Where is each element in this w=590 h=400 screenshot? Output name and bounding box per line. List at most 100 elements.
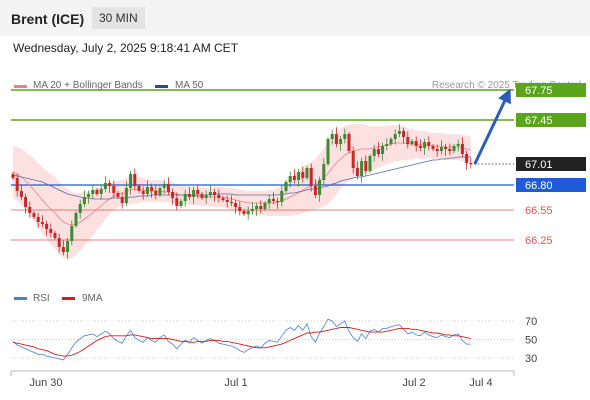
- candle-body: [452, 146, 456, 151]
- candle-body: [57, 238, 61, 247]
- candle-body: [70, 226, 74, 241]
- candle-body: [368, 156, 372, 171]
- candle-body: [339, 139, 343, 144]
- candle-body: [267, 199, 271, 203]
- candle-body: [305, 168, 309, 178]
- candle-body: [116, 193, 120, 197]
- candle-body: [154, 191, 158, 195]
- candle-body: [465, 154, 469, 163]
- candle-body: [78, 204, 82, 213]
- candle-body: [280, 191, 284, 202]
- candle-body: [309, 168, 313, 186]
- header-bar: Brent (ICE) 30 MIN: [0, 0, 590, 36]
- candle-body: [74, 213, 78, 226]
- candle-body: [141, 191, 145, 194]
- candle-body: [61, 247, 65, 252]
- candle-body: [456, 144, 460, 146]
- datetime-label: Wednesday, July 2, 2025 9:18:41 AM CET: [13, 41, 239, 55]
- candle-body: [297, 172, 301, 180]
- candle-body: [381, 146, 385, 154]
- candle-body: [99, 189, 103, 194]
- candle-body: [19, 191, 23, 197]
- candle-body: [360, 161, 364, 176]
- legend-ma50: MA 50: [175, 80, 204, 91]
- candle-body: [175, 198, 179, 206]
- ma50-swatch: [155, 85, 168, 88]
- candle-body: [11, 174, 15, 178]
- ma20-line: [12, 142, 471, 226]
- candle-body: [406, 137, 410, 144]
- candle-body: [351, 151, 355, 168]
- candle-body: [435, 149, 439, 151]
- candle-body: [238, 207, 242, 211]
- candle-body: [288, 176, 292, 182]
- candle-body: [414, 141, 418, 146]
- candle-body: [133, 174, 137, 186]
- rsi-ma9-line: [12, 327, 471, 357]
- rsi-tick-70: 70: [525, 316, 537, 328]
- candle-body: [108, 183, 112, 186]
- time-tick-label: Jul 4: [469, 377, 492, 389]
- candle-body: [313, 186, 317, 195]
- candle-body: [200, 194, 204, 198]
- candle-body: [326, 139, 330, 164]
- candle-body: [259, 206, 263, 209]
- instrument-title: Brent (ICE): [11, 11, 85, 27]
- candle-body: [82, 197, 86, 204]
- last-price-value: 67.01: [525, 159, 553, 171]
- candle-body: [439, 147, 443, 151]
- candle-body: [158, 188, 162, 195]
- candle-body: [179, 201, 183, 206]
- rsi-tick-50: 50: [525, 335, 537, 347]
- ma20-swatch: [14, 85, 27, 88]
- candle-body: [120, 197, 124, 203]
- candle-body: [372, 149, 376, 156]
- candle-body: [301, 172, 305, 178]
- candle-body: [192, 190, 196, 197]
- candle-body: [187, 194, 191, 197]
- candle-body: [129, 174, 133, 188]
- candle-body: [334, 134, 338, 144]
- candle-body: [36, 217, 40, 222]
- candle-body: [137, 186, 141, 191]
- level-tag-67-75: [516, 83, 586, 97]
- candle-body: [385, 144, 389, 146]
- candle-body: [45, 224, 49, 229]
- candle-body: [103, 183, 107, 189]
- candle-body: [15, 178, 19, 191]
- legend-rsi: RSI: [33, 293, 50, 304]
- candle-body: [469, 163, 473, 164]
- candle-body: [171, 192, 175, 198]
- ma50-line: [12, 156, 471, 200]
- candle-body: [250, 209, 254, 211]
- ma9-swatch: [62, 297, 75, 300]
- candle-body: [410, 141, 414, 144]
- level-label-66-80: 66.80: [525, 180, 553, 192]
- legend-ma20: MA 20 + Bollinger Bands: [33, 80, 143, 91]
- candle-body: [255, 206, 259, 209]
- candle-body: [24, 197, 28, 207]
- candle-body: [322, 164, 326, 180]
- candle-body: [448, 149, 452, 151]
- candle-body: [347, 134, 351, 151]
- candle-body: [427, 142, 431, 146]
- timeframe-button[interactable]: 30 MIN: [92, 7, 145, 29]
- candle-body: [225, 200, 229, 202]
- rsi-line: [12, 318, 471, 361]
- candle-body: [91, 190, 95, 194]
- candle-body: [221, 198, 225, 200]
- candle-body: [393, 134, 397, 139]
- level-tag-67-45: [516, 113, 586, 127]
- candle-body: [234, 203, 238, 207]
- candle-body: [162, 184, 166, 188]
- credit-label: Research © 2025 Trading Central: [431, 80, 581, 91]
- candle-body: [213, 192, 217, 195]
- candle-body: [112, 186, 116, 193]
- candle-body: [217, 195, 221, 198]
- candle-body: [242, 211, 246, 214]
- level-label-66-25: 66.25: [525, 235, 553, 247]
- candle-body: [263, 203, 267, 209]
- candle-body: [87, 194, 91, 197]
- candle-body: [460, 144, 464, 154]
